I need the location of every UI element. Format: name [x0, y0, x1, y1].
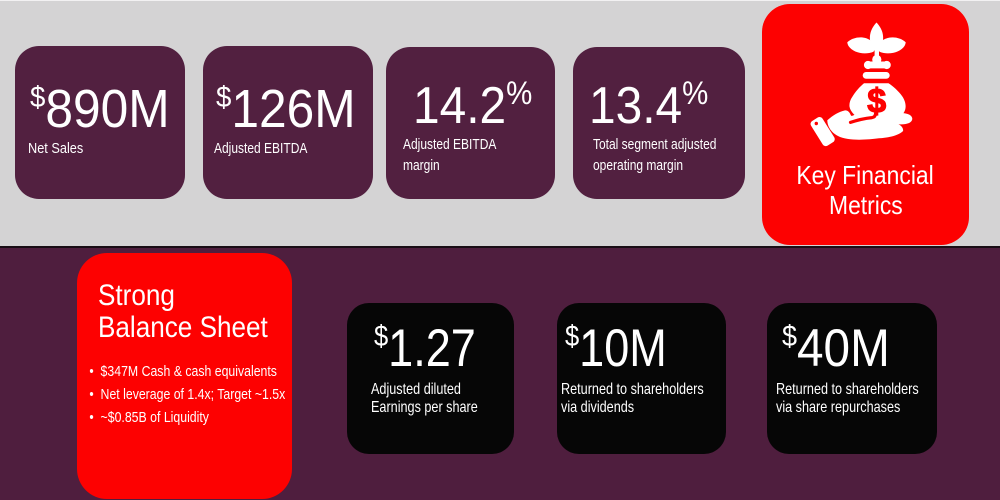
svg-text:$: $	[867, 83, 886, 121]
